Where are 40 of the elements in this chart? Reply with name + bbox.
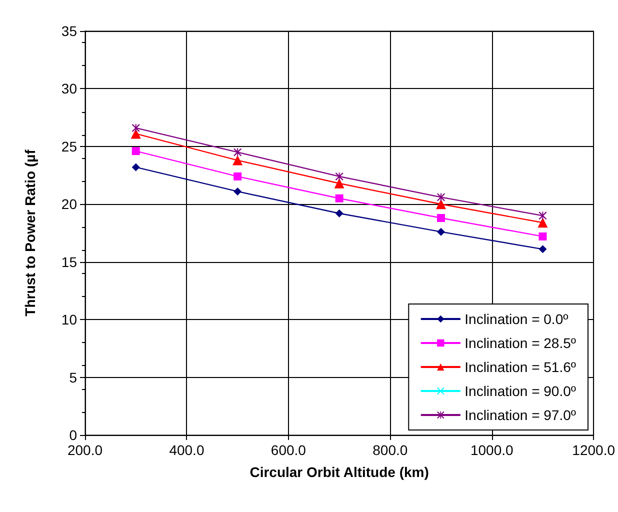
point — [335, 194, 344, 202]
y-tick-label: 20 — [61, 196, 78, 212]
legend-label: Inclination = 90.0º — [464, 383, 576, 399]
x-tick-label: 800.0 — [372, 442, 408, 458]
point — [232, 155, 243, 166]
x-tick-label: 600.0 — [270, 442, 306, 458]
y-axis-title: Thrust to Power Ratio (µf — [22, 149, 38, 316]
point — [436, 199, 446, 210]
y-tick-label: 25 — [61, 138, 78, 154]
point — [334, 178, 344, 188]
legend-label: Inclination = 97.0º — [464, 407, 576, 423]
point — [538, 232, 547, 240]
y-tick-label: 0 — [69, 427, 78, 443]
point — [437, 193, 446, 202]
x-tick-label: 1000.0 — [470, 442, 514, 458]
point — [335, 209, 344, 218]
legend-label: Inclination = 51.6º — [464, 359, 576, 375]
y-tick-label: 35 — [61, 23, 78, 39]
point — [437, 228, 446, 236]
point — [234, 172, 242, 180]
point — [132, 147, 140, 156]
point — [130, 128, 141, 139]
x-axis-title: Circular Orbit Altitude (km) — [250, 464, 429, 480]
y-tick-label: 10 — [61, 312, 78, 328]
point — [335, 172, 344, 180]
legend-label: Inclination = 0.0º — [464, 311, 568, 327]
point — [132, 124, 140, 132]
point — [538, 245, 547, 254]
x-tick-label: 1200.0 — [572, 442, 616, 458]
x-tick-label: 200.0 — [67, 442, 103, 458]
point — [538, 218, 548, 228]
point — [437, 214, 446, 222]
point — [234, 148, 242, 156]
x-tick-label: 400.0 — [169, 442, 204, 458]
point — [132, 163, 140, 172]
point — [234, 187, 242, 196]
y-tick-label: 15 — [61, 254, 78, 270]
legend-label: Inclination = 28.5º — [464, 335, 576, 351]
y-tick-label: 5 — [69, 369, 78, 386]
y-tick-label: 30 — [61, 80, 78, 97]
